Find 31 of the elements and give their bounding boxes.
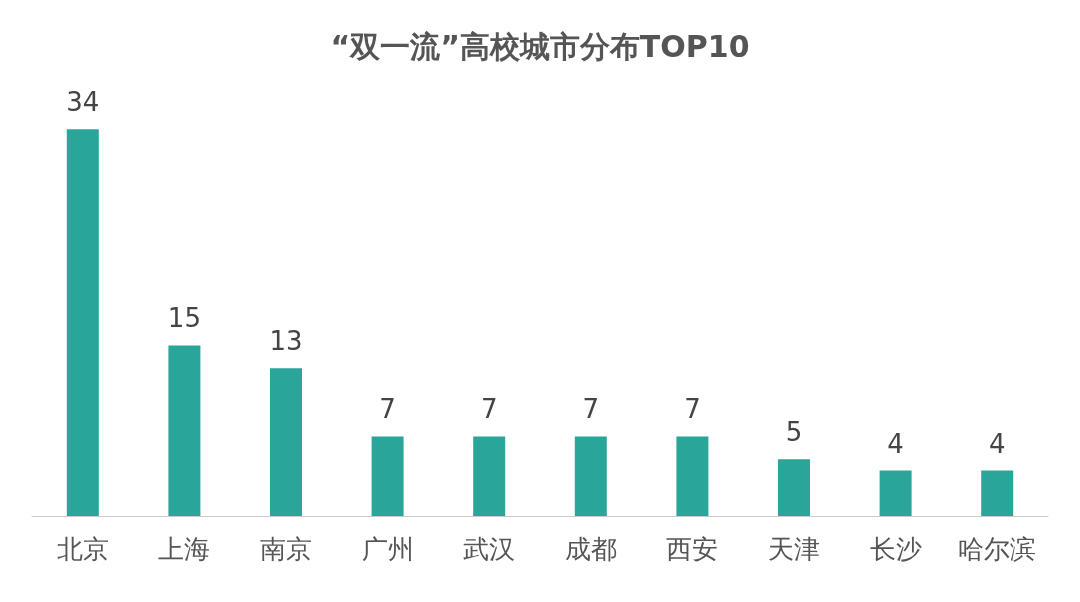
data-label: 34: [66, 87, 100, 118]
bar: [676, 436, 709, 516]
chart-title: “双一流”高校城市分布TOP10: [330, 28, 750, 64]
bar: [168, 345, 201, 516]
data-label: 4: [887, 428, 904, 459]
data-label: 15: [167, 303, 201, 334]
data-label: 5: [785, 417, 803, 448]
x-tick-label: 武汉: [463, 534, 516, 564]
bar: [574, 436, 607, 516]
bar: [66, 129, 99, 516]
bar: [981, 470, 1014, 516]
data-label: 7: [582, 394, 600, 425]
x-tick-label: 天津: [768, 534, 820, 564]
x-tick-label: 长沙: [869, 534, 922, 564]
x-tick-label: 南京: [260, 534, 312, 564]
x-tick-label: 成都: [564, 534, 617, 564]
data-label: 7: [480, 394, 498, 425]
x-tick-label: 广州: [361, 534, 414, 564]
x-tick-label: 北京: [56, 534, 109, 564]
bar: [270, 368, 302, 516]
bar: [371, 436, 404, 516]
data-label: 13: [269, 326, 303, 357]
bar: [778, 459, 810, 516]
x-tick-label: 哈尔滨: [958, 534, 1037, 564]
x-tick-label: 上海: [158, 534, 211, 564]
data-label: 7: [684, 394, 701, 425]
x-tick-label: 西安: [666, 534, 719, 564]
data-label: 4: [988, 428, 1006, 459]
data-label: 7: [379, 394, 396, 425]
bar: [473, 436, 506, 516]
bar: [879, 470, 912, 516]
